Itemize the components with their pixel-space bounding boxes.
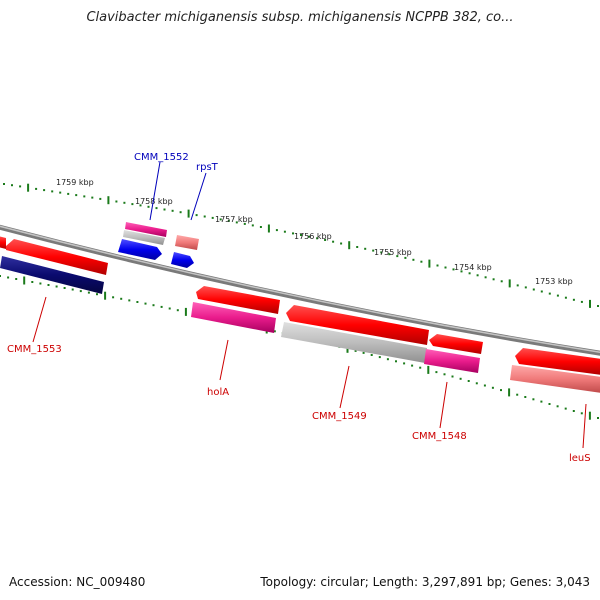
gene-hola-red[interactable] [196,286,280,314]
gene-label-hola[interactable]: holA [207,387,229,398]
gene-label-rpst[interactable]: rpsT [196,162,219,173]
kbp-label-1756: 1756 kbp [294,232,332,241]
genome-backbone-highlight [0,225,600,353]
map-title: Clavibacter michiganensis subsp. michiga… [86,10,514,25]
leader-line-rpst [190,172,207,221]
gene-cmm1548-pink[interactable] [424,349,480,373]
gene-left-edge-red[interactable] [0,236,6,249]
gene-cmm1549-red[interactable] [286,305,429,345]
gene-label-cmm1548[interactable]: CMM_1548 [412,431,467,442]
kbp-label-1753: 1753 kbp [535,277,573,286]
gene-rpst-salmon[interactable] [175,235,199,250]
gene-label-cmm1552[interactable]: CMM_1552 [134,152,189,163]
kbp-label-1757: 1757 kbp [215,215,253,224]
kbp-label-1758: 1758 kbp [135,197,173,206]
kbp-label-1754: 1754 kbp [454,263,492,272]
gene-cmm1549-gray[interactable] [281,322,427,363]
leader-line-cmm1553 [32,296,47,343]
leader-line-cmm1548 [439,381,448,429]
gene-rpst-blue[interactable] [171,252,194,268]
gene-leus-salmon[interactable] [510,365,600,393]
genome-summary-text: Topology: circular; Length: 3,297,891 bp… [260,575,590,589]
gene-cmm1553-navy[interactable] [0,256,104,294]
leader-line-leus [582,403,587,449]
gene-label-cmm1553[interactable]: CMM_1553 [7,344,62,355]
gene-red-upper-left[interactable] [6,239,108,275]
genome-backbone [0,224,600,356]
gene-cmm1552-blue[interactable] [118,239,162,260]
leader-line-cmm1549 [339,365,350,409]
accession-text: Accession: NC_009480 [9,575,146,589]
leader-line-cmm1552 [149,161,161,221]
gene-cmm1552-pink[interactable] [125,222,167,237]
gene-leus-red[interactable] [515,348,600,375]
gene-hola-pink[interactable] [191,302,276,333]
gene-cmm1552-gray[interactable] [123,230,165,245]
gene-cmm1548-red[interactable] [429,334,483,354]
kbp-label-1759: 1759 kbp [56,178,94,187]
outer-kbp-tick-ring [3,183,599,308]
gene-label-leus[interactable]: leuS [569,453,591,464]
gene-label-cmm1549[interactable]: CMM_1549 [312,411,367,422]
leader-line-hola [219,339,229,381]
kbp-label-1755: 1755 kbp [374,248,412,257]
